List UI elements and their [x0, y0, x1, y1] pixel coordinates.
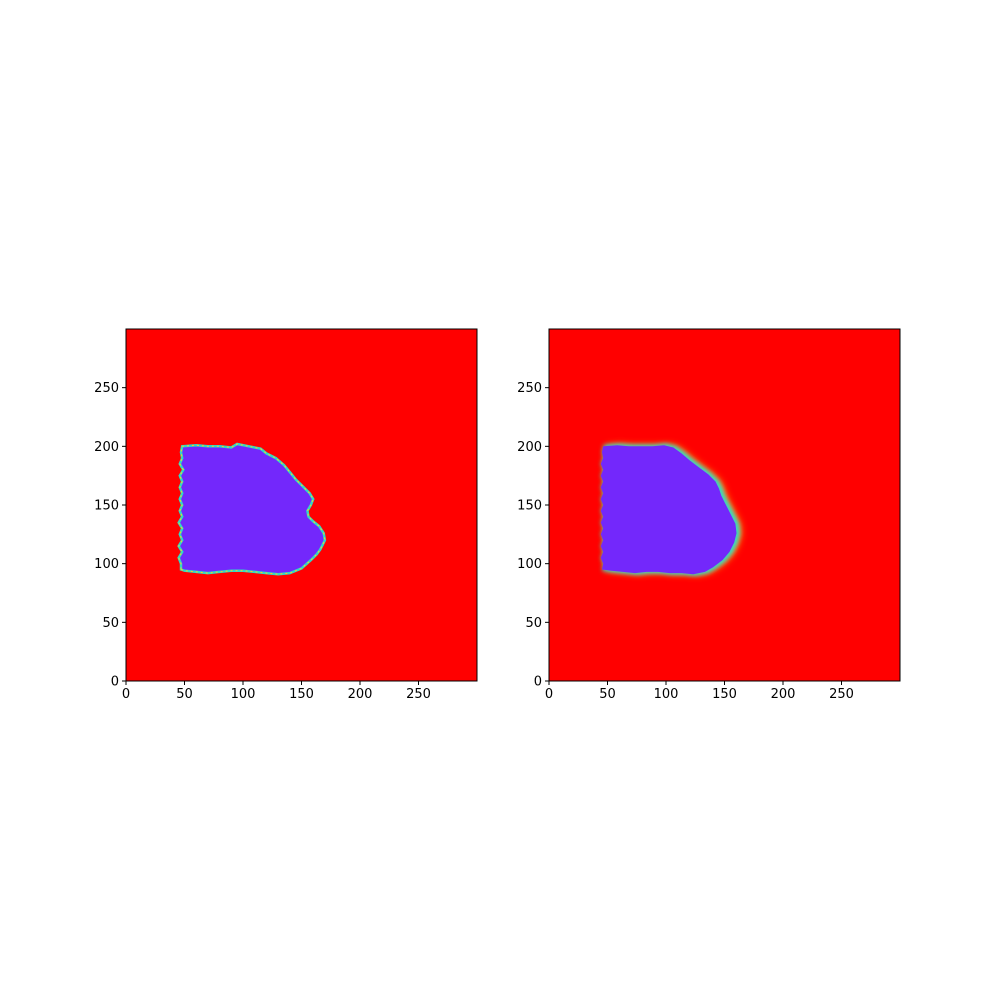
x-tick-label: 200 [771, 687, 796, 702]
y-tick-label: 150 [517, 499, 542, 514]
x-tick-label: 50 [599, 687, 616, 702]
y-tick-label: 0 [534, 675, 542, 690]
y-tick-label: 50 [525, 616, 542, 631]
x-tick-label: 0 [545, 687, 553, 702]
y-tick-label: 250 [94, 381, 119, 396]
x-tick-label: 150 [712, 687, 737, 702]
x-tick-label: 100 [654, 687, 679, 702]
x-tick-label: 0 [122, 687, 130, 702]
x-tick-label: 100 [231, 687, 256, 702]
y-tick-label: 0 [111, 675, 119, 690]
y-tick-label: 200 [94, 440, 119, 455]
y-tick-label: 250 [517, 381, 542, 396]
x-tick-label: 150 [289, 687, 314, 702]
x-tick-label: 200 [348, 687, 373, 702]
y-tick-label: 200 [517, 440, 542, 455]
heatmap-panel-right: 0 50 100 150 200 250 0 50 100 150 200 250 [517, 328, 901, 702]
heatmap-panel-left: 0 50 100 150 200 250 0 50 100 150 200 250 [94, 328, 478, 702]
region-core [177, 442, 327, 576]
y-tick-label: 50 [102, 616, 119, 631]
x-tick-label: 50 [176, 687, 193, 702]
y-tick-label: 100 [517, 557, 542, 572]
y-tick-label: 100 [94, 557, 119, 572]
x-tick-label: 250 [406, 687, 431, 702]
y-tick-label: 150 [94, 499, 119, 514]
x-tick-label: 250 [829, 687, 854, 702]
region-core [600, 445, 737, 575]
